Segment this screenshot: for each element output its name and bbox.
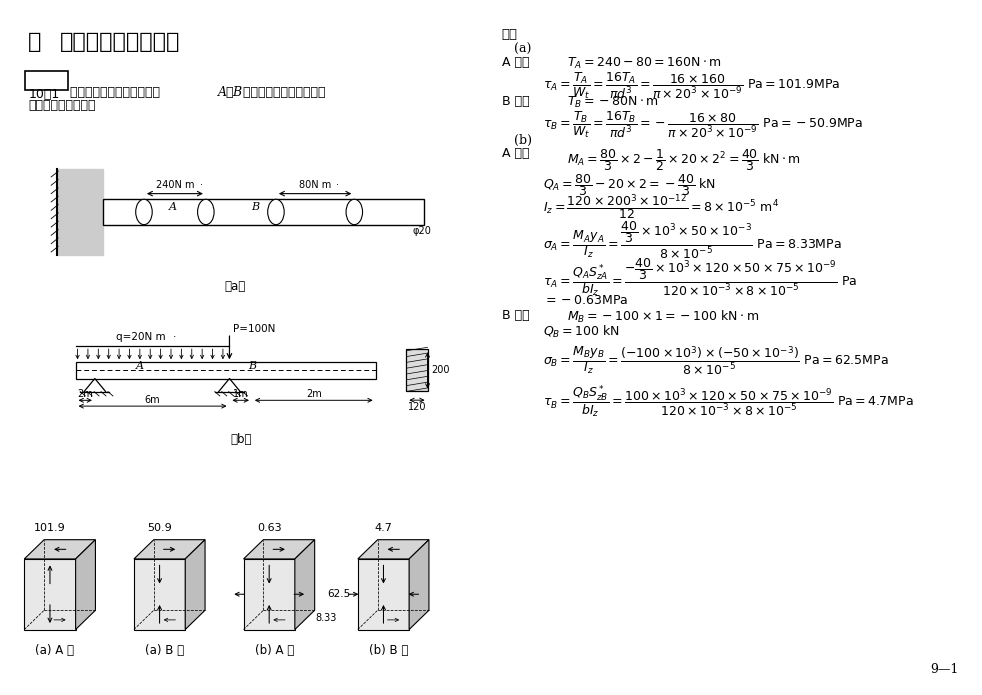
- Text: B 点：: B 点：: [502, 95, 529, 108]
- Text: (a) B 点: (a) B 点: [145, 644, 184, 657]
- Text: A: A: [169, 202, 177, 212]
- Text: 80N m: 80N m: [299, 180, 331, 190]
- Text: B: B: [232, 86, 242, 99]
- Text: (b): (b): [514, 134, 531, 147]
- Text: 50.9: 50.9: [147, 523, 172, 532]
- Text: 101.9: 101.9: [34, 523, 66, 532]
- Text: 元体上的应力数值。: 元体上的应力数值。: [28, 99, 95, 112]
- FancyBboxPatch shape: [26, 70, 69, 90]
- Polygon shape: [244, 540, 314, 559]
- Polygon shape: [357, 559, 409, 630]
- Text: 解：: 解：: [502, 28, 518, 42]
- Text: A: A: [218, 86, 227, 99]
- Text: (a) A 点: (a) A 点: [35, 644, 75, 657]
- Ellipse shape: [197, 199, 214, 224]
- Text: $I_z = \dfrac{120\times200^3\times10^{-12}}{12} = 8\times10^{-5}\ \mathrm{m}^4$: $I_z = \dfrac{120\times200^3\times10^{-1…: [543, 193, 779, 222]
- Text: 120: 120: [408, 402, 426, 413]
- Text: $T_A = 240 - 80 = 160\mathrm{N\cdot m}$: $T_A = 240 - 80 = 160\mathrm{N\cdot m}$: [568, 56, 722, 72]
- Text: 6m: 6m: [144, 395, 160, 405]
- Bar: [407, 350, 427, 391]
- Ellipse shape: [268, 199, 284, 224]
- Polygon shape: [357, 540, 429, 559]
- Ellipse shape: [136, 199, 152, 224]
- Text: 200: 200: [431, 366, 450, 375]
- Polygon shape: [25, 559, 76, 630]
- Text: 4.7: 4.7: [374, 523, 393, 532]
- Text: (a): (a): [514, 43, 531, 56]
- Text: B: B: [251, 202, 259, 212]
- Text: φ20: φ20: [412, 227, 431, 236]
- Polygon shape: [76, 540, 95, 630]
- Text: 试用单元体表示图示构件中: 试用单元体表示图示构件中: [70, 86, 164, 99]
- Text: 点的应力状态。并算出单: 点的应力状态。并算出单: [239, 86, 325, 99]
- Text: $M_A = \dfrac{80}{3}\times2 - \dfrac{1}{2}\times20\times2^2 = \dfrac{40}{3}\ \ma: $M_A = \dfrac{80}{3}\times2 - \dfrac{1}{…: [568, 147, 801, 173]
- Polygon shape: [134, 559, 186, 630]
- Text: 1m: 1m: [233, 389, 248, 399]
- Text: B: B: [247, 361, 256, 371]
- Text: 62.5: 62.5: [328, 589, 351, 599]
- Text: 、: 、: [225, 86, 233, 99]
- Text: $Q_A = \dfrac{80}{3} - 20\times2 = -\dfrac{40}{3}\ \mathrm{kN}$: $Q_A = \dfrac{80}{3} - 20\times2 = -\dfr…: [543, 172, 716, 198]
- Text: $\tau_B = \dfrac{T_B}{W_t} = \dfrac{16T_B}{\pi d^3} = -\dfrac{16\times80}{\pi\ti: $\tau_B = \dfrac{T_B}{W_t} = \dfrac{16T_…: [543, 110, 863, 140]
- Text: $= -0.63\mathrm{MPa}$: $= -0.63\mathrm{MPa}$: [543, 295, 628, 307]
- Polygon shape: [295, 540, 314, 630]
- Text: $\sigma_A = \dfrac{M_A y_A}{I_z} = \dfrac{\dfrac{40}{3}\times10^3\times50\times1: $\sigma_A = \dfrac{M_A y_A}{I_z} = \dfra…: [543, 220, 842, 261]
- Text: （b）: （b）: [230, 433, 251, 446]
- Bar: [76, 362, 375, 379]
- Polygon shape: [57, 169, 103, 255]
- Polygon shape: [134, 540, 205, 559]
- Text: $\tau_B = \dfrac{Q_B S^*_{zB}}{bI_z} = \dfrac{100\times10^3\times120\times50\tim: $\tau_B = \dfrac{Q_B S^*_{zB}}{bI_z} = \…: [543, 384, 913, 420]
- Text: ·: ·: [173, 332, 176, 343]
- Text: 9—1: 9—1: [930, 663, 958, 676]
- Text: P=100N: P=100N: [234, 324, 276, 334]
- Bar: [103, 199, 424, 224]
- Text: B 点：: B 点：: [502, 309, 529, 322]
- Text: ·: ·: [200, 180, 203, 190]
- Text: 2m: 2m: [78, 389, 93, 399]
- Text: A 点：: A 点：: [502, 147, 529, 160]
- Polygon shape: [244, 559, 295, 630]
- Polygon shape: [409, 540, 429, 630]
- Text: 8.33: 8.33: [316, 613, 337, 623]
- Text: （a）: （a）: [224, 280, 246, 293]
- Text: $\sigma_B = \dfrac{M_B y_B}{I_z} = \dfrac{(-100\times10^3)\times(-50\times10^{-3: $\sigma_B = \dfrac{M_B y_B}{I_z} = \dfra…: [543, 344, 889, 377]
- Text: 0.63: 0.63: [257, 523, 282, 532]
- Text: $Q_B = 100\ \mathrm{kN}$: $Q_B = 100\ \mathrm{kN}$: [543, 325, 620, 341]
- Text: ·: ·: [336, 180, 339, 190]
- Text: (b) B 点: (b) B 点: [368, 644, 409, 657]
- Text: 应力状态和强度理论: 应力状态和强度理论: [60, 32, 181, 52]
- Ellipse shape: [346, 199, 362, 224]
- Text: q=20N m: q=20N m: [116, 332, 166, 343]
- Text: 2m: 2m: [305, 389, 322, 399]
- Text: (b) A 点: (b) A 点: [254, 644, 294, 657]
- Text: 10－1: 10－1: [29, 88, 60, 101]
- Text: $M_B = -100\times1 = -100\ \mathrm{kN\cdot m}$: $M_B = -100\times1 = -100\ \mathrm{kN\cd…: [568, 309, 759, 325]
- Text: A: A: [136, 361, 143, 371]
- Text: 240N m: 240N m: [155, 180, 194, 190]
- Text: A 点：: A 点：: [502, 56, 529, 70]
- Text: 十: 十: [28, 32, 41, 52]
- Polygon shape: [186, 540, 205, 630]
- Text: $T_B = -80\mathrm{N\cdot m}$: $T_B = -80\mathrm{N\cdot m}$: [568, 95, 659, 111]
- Text: $\tau_A = \dfrac{T_A}{W_t} = \dfrac{16T_A}{\pi d^3} = \dfrac{16\times160}{\pi\ti: $\tau_A = \dfrac{T_A}{W_t} = \dfrac{16T_…: [543, 71, 841, 101]
- Text: $\tau_A = \dfrac{Q_A S^*_{zA}}{bI_z} = \dfrac{-\dfrac{40}{3}\times10^3\times120\: $\tau_A = \dfrac{Q_A S^*_{zA}}{bI_z} = \…: [543, 256, 857, 298]
- Polygon shape: [25, 540, 95, 559]
